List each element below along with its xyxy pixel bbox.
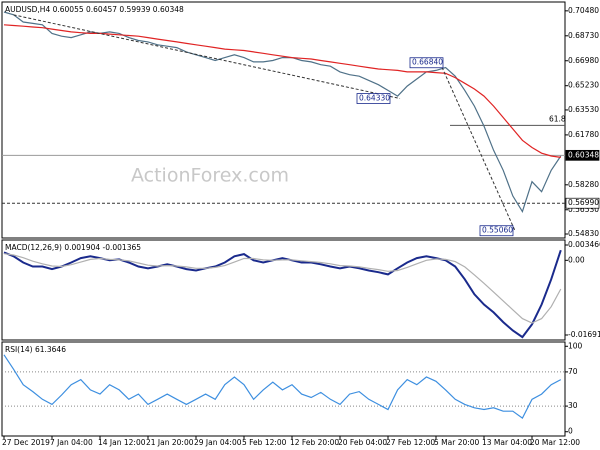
panel-frame <box>1 341 566 437</box>
x-tick-label: 13 Mar 04:00 <box>482 438 532 447</box>
y-tick-label: 0.56530 <box>568 205 599 214</box>
x-tick-label: 5 Mar 20:00 <box>434 438 480 447</box>
y-tick-label: 0.68730 <box>568 31 599 40</box>
y-tick-label: 0.61780 <box>568 130 599 139</box>
x-tick-label: 20 Feb 04:00 <box>338 438 387 447</box>
series-line <box>3 24 561 158</box>
y-tick-label: 0.58280 <box>568 180 599 189</box>
panel-title: MACD(12,26,9) 0.001904 -0.001365 <box>5 243 141 252</box>
y-tick-label: -0.016919 <box>568 330 600 339</box>
x-tick-label: 29 Jan 04:00 <box>194 438 242 447</box>
pivot-box <box>479 225 514 237</box>
panel-title: RSI(14) 61.3646 <box>5 345 66 354</box>
x-tick-label: 21 Jan 20:00 <box>146 438 194 447</box>
panel-title: AUDUSD,H4 0.60055 0.60457 0.59939 0.6034… <box>5 5 184 14</box>
series-line <box>3 249 562 339</box>
y-tick-label: 30 <box>568 401 578 410</box>
x-tick-label: 20 Mar 12:00 <box>530 438 580 447</box>
y-tick-label: 0 <box>568 427 573 436</box>
pivot-label: 0.66840 <box>412 58 443 67</box>
price-label: 0.60348 <box>568 150 599 159</box>
y-tick-label: 0.65230 <box>568 81 599 90</box>
pivot-label: 0.64330 <box>359 94 390 103</box>
trend-line <box>439 62 516 231</box>
price-label-box <box>565 149 600 161</box>
trend-line <box>13 14 401 100</box>
y-tick-label: 100 <box>568 341 583 350</box>
pivot-box <box>356 93 391 104</box>
y-tick-label: 0.66980 <box>568 56 599 65</box>
y-tick-label: 0.003466 <box>568 240 600 249</box>
watermark: ActionForex.com <box>131 165 289 187</box>
x-tick-label: 7 Jan 04:00 <box>50 438 93 447</box>
x-tick-label: 14 Jan 12:00 <box>98 438 146 447</box>
y-tick-label: 0.63530 <box>568 105 599 114</box>
pivot-box <box>409 57 444 69</box>
panel-frame <box>1 239 566 341</box>
x-tick-label: 5 Feb 12:00 <box>242 438 287 447</box>
series-line <box>3 354 562 419</box>
y-tick-label: 0.54830 <box>568 229 599 238</box>
panel-frame <box>1 1 566 239</box>
price-label: 0.56990 <box>568 198 599 207</box>
x-tick-label: 27 Feb 12:00 <box>386 438 435 447</box>
x-tick-label: 27 Dec 2019 <box>2 438 50 447</box>
y-tick-label: 0.00 <box>568 255 585 264</box>
pivot-label: 0.55060 <box>482 226 513 235</box>
price-label-box <box>565 197 600 209</box>
fib-label: 61.8 <box>549 114 566 123</box>
series-line <box>3 253 562 324</box>
x-tick-label: 12 Feb 20:00 <box>290 438 339 447</box>
y-tick-label: 0.70480 <box>568 6 599 15</box>
y-tick-label: 70 <box>568 367 578 376</box>
